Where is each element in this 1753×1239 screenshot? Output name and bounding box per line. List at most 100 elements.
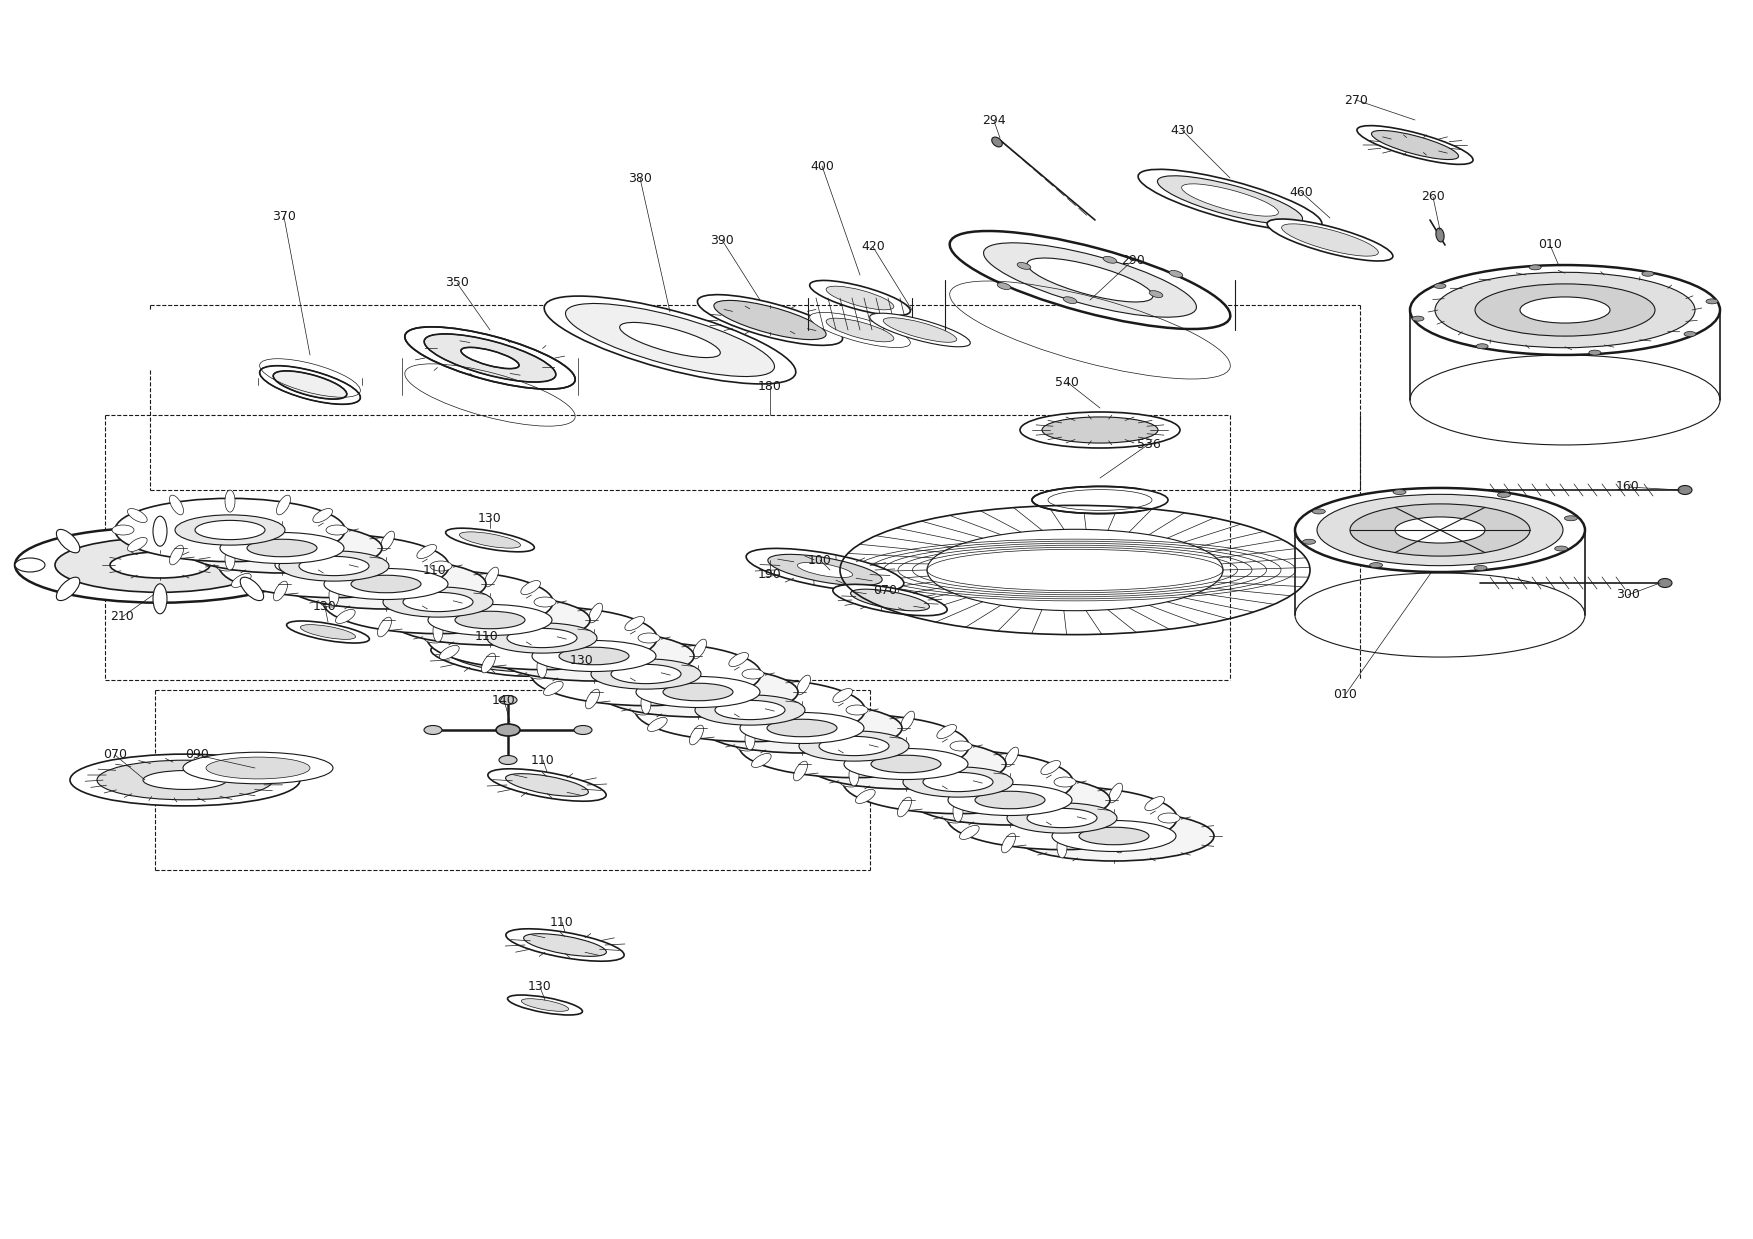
- Ellipse shape: [461, 347, 519, 369]
- Ellipse shape: [843, 748, 968, 779]
- Ellipse shape: [689, 725, 703, 745]
- Ellipse shape: [531, 642, 761, 706]
- Ellipse shape: [153, 517, 167, 546]
- Ellipse shape: [231, 545, 251, 559]
- Ellipse shape: [936, 725, 957, 738]
- Ellipse shape: [429, 561, 452, 571]
- Ellipse shape: [403, 592, 473, 612]
- Ellipse shape: [647, 717, 668, 731]
- Ellipse shape: [1057, 778, 1068, 800]
- Ellipse shape: [1004, 747, 1018, 767]
- Ellipse shape: [321, 597, 342, 607]
- Ellipse shape: [259, 366, 361, 404]
- Ellipse shape: [1564, 515, 1578, 520]
- Ellipse shape: [1588, 351, 1600, 356]
- Ellipse shape: [819, 736, 889, 756]
- Text: 190: 190: [757, 567, 782, 581]
- Ellipse shape: [224, 548, 235, 570]
- Ellipse shape: [794, 761, 808, 781]
- Ellipse shape: [1394, 489, 1406, 494]
- Ellipse shape: [554, 675, 610, 689]
- Ellipse shape: [507, 628, 577, 648]
- Ellipse shape: [330, 527, 338, 548]
- Ellipse shape: [573, 726, 593, 735]
- Ellipse shape: [300, 624, 356, 639]
- Ellipse shape: [170, 545, 184, 565]
- Ellipse shape: [286, 621, 370, 643]
- Ellipse shape: [559, 647, 629, 665]
- Ellipse shape: [903, 767, 1013, 797]
- Ellipse shape: [959, 797, 980, 810]
- Ellipse shape: [983, 243, 1197, 317]
- Text: 380: 380: [628, 171, 652, 185]
- Text: 110: 110: [422, 564, 447, 576]
- Ellipse shape: [1054, 777, 1076, 787]
- Ellipse shape: [768, 720, 836, 737]
- Ellipse shape: [507, 929, 624, 961]
- Text: 540: 540: [1055, 375, 1078, 389]
- Ellipse shape: [440, 617, 459, 631]
- Ellipse shape: [377, 567, 391, 587]
- Ellipse shape: [182, 752, 333, 784]
- Ellipse shape: [277, 496, 291, 515]
- Ellipse shape: [647, 689, 668, 703]
- Ellipse shape: [947, 787, 1176, 850]
- Ellipse shape: [1411, 316, 1423, 321]
- Ellipse shape: [273, 370, 347, 399]
- Ellipse shape: [56, 577, 81, 601]
- Ellipse shape: [1434, 284, 1446, 289]
- Ellipse shape: [323, 570, 552, 633]
- Ellipse shape: [869, 313, 971, 347]
- Ellipse shape: [417, 545, 436, 559]
- Ellipse shape: [433, 563, 444, 584]
- Ellipse shape: [494, 631, 694, 681]
- Ellipse shape: [182, 523, 382, 572]
- Ellipse shape: [1317, 494, 1564, 566]
- Text: 290: 290: [1122, 254, 1145, 266]
- Ellipse shape: [589, 653, 603, 673]
- Ellipse shape: [745, 670, 756, 693]
- Ellipse shape: [219, 534, 449, 597]
- Ellipse shape: [231, 574, 251, 587]
- Ellipse shape: [219, 533, 344, 564]
- Ellipse shape: [586, 639, 600, 659]
- Ellipse shape: [898, 747, 912, 767]
- Ellipse shape: [1658, 579, 1672, 587]
- Text: 180: 180: [757, 380, 782, 394]
- Text: 110: 110: [475, 631, 500, 643]
- Ellipse shape: [798, 563, 852, 577]
- Ellipse shape: [1041, 418, 1159, 444]
- Ellipse shape: [910, 776, 1110, 825]
- Ellipse shape: [110, 553, 210, 579]
- Ellipse shape: [642, 691, 650, 714]
- Ellipse shape: [1057, 836, 1068, 857]
- Ellipse shape: [536, 598, 547, 620]
- Ellipse shape: [950, 741, 971, 751]
- Ellipse shape: [1108, 783, 1122, 803]
- Ellipse shape: [1157, 176, 1302, 224]
- Ellipse shape: [1371, 130, 1458, 160]
- Text: 420: 420: [861, 240, 885, 254]
- Ellipse shape: [428, 605, 552, 636]
- Ellipse shape: [698, 295, 843, 346]
- Ellipse shape: [1001, 783, 1015, 803]
- Ellipse shape: [948, 784, 1073, 815]
- Text: 160: 160: [1616, 481, 1639, 493]
- Ellipse shape: [540, 672, 624, 693]
- Text: 536: 536: [1138, 437, 1160, 451]
- Text: 350: 350: [445, 276, 470, 290]
- Ellipse shape: [153, 584, 167, 613]
- Ellipse shape: [624, 617, 645, 631]
- Text: 100: 100: [808, 554, 833, 566]
- Ellipse shape: [638, 633, 659, 643]
- Ellipse shape: [1529, 265, 1541, 270]
- Ellipse shape: [224, 491, 235, 512]
- Ellipse shape: [128, 508, 147, 523]
- Ellipse shape: [536, 655, 547, 678]
- Ellipse shape: [521, 610, 540, 623]
- Ellipse shape: [663, 683, 733, 701]
- Ellipse shape: [1357, 125, 1473, 165]
- Ellipse shape: [16, 558, 46, 572]
- Ellipse shape: [1027, 258, 1153, 302]
- Text: 090: 090: [186, 748, 209, 762]
